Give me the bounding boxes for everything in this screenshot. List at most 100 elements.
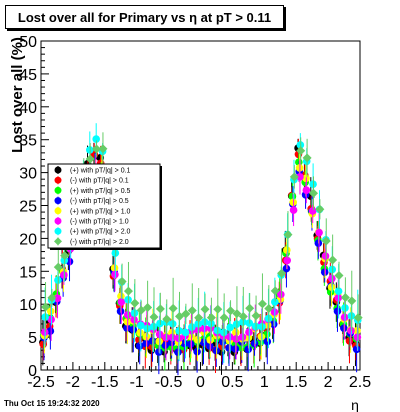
data-point: [238, 312, 248, 322]
legend-entry-label: (-) with pT/|q| > 1.0: [70, 219, 129, 226]
legend-entry-label: (+) with pT/|q| > 0.1: [70, 168, 131, 175]
data-point: [135, 342, 144, 350]
data-point: [226, 306, 236, 316]
y-tick-label: 45: [19, 67, 37, 84]
data-point: [181, 309, 191, 319]
x-axis-label: η: [351, 397, 359, 412]
data-point: [347, 296, 357, 306]
legend-marker: [54, 207, 62, 215]
data-point: [283, 256, 292, 265]
legend-entry-label: (-) with pT/|q| > 2.0: [70, 239, 129, 246]
data-point: [162, 314, 172, 324]
data-point: [194, 313, 204, 323]
x-tick-label: -1.5: [91, 374, 119, 391]
data-point: [308, 207, 317, 215]
data-point: [213, 304, 223, 314]
data-point: [53, 262, 63, 272]
x-tick-label: -1: [130, 374, 144, 391]
legend-entry-label: (+) with pT/|q| > 1.0: [70, 208, 131, 215]
data-point: [289, 172, 299, 182]
data-point: [302, 186, 311, 195]
legend-marker: [54, 197, 62, 205]
data-point: [117, 277, 127, 287]
data-point: [232, 309, 242, 319]
legend-marker: [54, 176, 62, 184]
data-point: [53, 294, 62, 303]
data-point: [226, 323, 234, 332]
y-tick-label: 5: [28, 330, 37, 347]
data-point: [277, 290, 285, 299]
data-point: [155, 304, 165, 314]
data-point: [321, 236, 331, 246]
x-tick-label: 2.5: [349, 374, 371, 391]
x-tick-label: 0.5: [221, 374, 243, 391]
y-tick-label: 35: [19, 133, 37, 150]
data-point: [136, 305, 146, 315]
data-point: [98, 144, 108, 154]
data-point: [328, 255, 338, 265]
legend-entry-label: (-) with pT/|q| > 0.5: [70, 198, 129, 205]
y-tick-label: 0: [28, 363, 37, 380]
legend-entry-label: (-) with pT/|q| > 0.1: [70, 178, 129, 185]
data-point: [244, 345, 252, 354]
data-point: [251, 311, 261, 321]
x-tick-label: 1: [260, 374, 269, 391]
data-point: [264, 303, 274, 313]
y-tick-label: 40: [19, 100, 37, 117]
x-tick-label: 2: [324, 374, 333, 391]
data-point: [257, 299, 267, 309]
legend-marker: [54, 227, 62, 235]
data-point: [334, 270, 344, 280]
data-point: [315, 204, 325, 214]
data-point: [168, 303, 178, 313]
y-tick-label: 50: [19, 34, 37, 51]
data-point: [181, 328, 190, 337]
data-point: [123, 286, 133, 296]
data-point: [143, 303, 153, 313]
legend-entry-label: (+) with pT/|q| > 0.5: [70, 188, 131, 195]
data-point: [200, 304, 210, 314]
data-point: [352, 345, 361, 354]
data-point: [187, 306, 197, 316]
data-point: [149, 312, 159, 322]
x-tick-label: 0: [196, 374, 205, 391]
legend-marker: [54, 217, 62, 225]
data-point: [308, 188, 318, 198]
data-point: [245, 303, 255, 313]
data-point: [130, 298, 140, 308]
y-tick-label: 30: [19, 166, 37, 183]
legend-marker: [54, 237, 62, 246]
data-point: [296, 146, 306, 156]
data-point: [277, 268, 287, 278]
data-point: [219, 313, 229, 323]
x-tick-label: -2.5: [27, 374, 55, 391]
footer-timestamp: Thu Oct 15 19:24:32 2020: [4, 399, 100, 408]
data-point: [334, 287, 343, 296]
legend-marker: [54, 186, 62, 194]
data-point: [340, 292, 350, 302]
data-point: [92, 135, 100, 143]
x-tick-label: -2: [66, 374, 80, 391]
x-tick-label: -0.5: [155, 374, 183, 391]
y-tick-label: 25: [19, 199, 37, 216]
data-point: [41, 302, 51, 312]
data-point: [92, 144, 102, 154]
y-axis-label: Lost over all (%): [9, 37, 26, 153]
y-tick-label: 20: [19, 231, 37, 248]
y-tick-label: 10: [19, 297, 37, 314]
data-point: [333, 307, 342, 316]
data-point: [47, 293, 57, 303]
chart-title: Lost over all for Primary vs η at pT > 0…: [5, 5, 284, 29]
data-point: [302, 153, 312, 163]
data-point: [296, 173, 304, 181]
data-point: [353, 313, 363, 323]
data-point: [283, 230, 293, 240]
data-point: [232, 335, 240, 343]
data-point: [321, 252, 330, 260]
data-point: [315, 228, 323, 237]
data-point: [193, 335, 202, 344]
data-point: [271, 298, 279, 306]
x-tick-label: 1.5: [285, 374, 307, 391]
legend-box: [47, 163, 161, 249]
